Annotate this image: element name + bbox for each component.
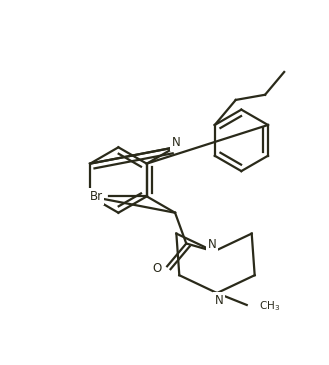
Text: O: O xyxy=(153,262,162,275)
Text: Br: Br xyxy=(89,190,103,203)
Text: N: N xyxy=(208,238,216,251)
Text: N: N xyxy=(172,136,180,149)
Text: N: N xyxy=(215,293,223,307)
Text: CH$_3$: CH$_3$ xyxy=(259,299,280,313)
